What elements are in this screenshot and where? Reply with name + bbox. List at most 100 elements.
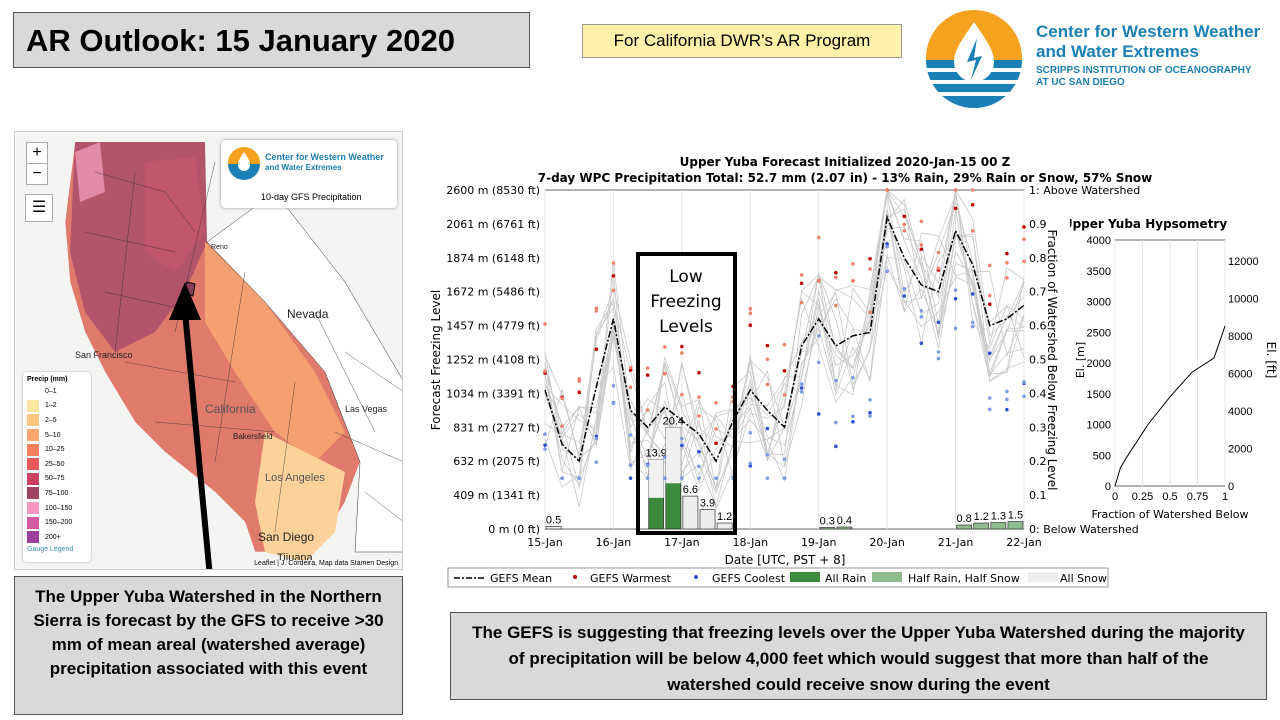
warm-point — [714, 441, 718, 446]
warm-point — [936, 266, 941, 271]
left-note: The Upper Yuba Watershed in the Northern… — [14, 576, 403, 715]
warm-point — [748, 311, 753, 315]
legend-swatch — [27, 385, 39, 398]
hyps-y-tick: 1000 — [1087, 420, 1111, 432]
hyps-y-right-tick: 8000 — [1228, 331, 1252, 343]
cool-point — [714, 476, 718, 480]
cool-point — [577, 476, 582, 480]
legend-swatch — [27, 458, 39, 471]
legend-swatch — [27, 429, 39, 442]
logo-line2: and Water Extremes — [1036, 42, 1199, 61]
plot-area — [544, 189, 1025, 530]
cool-point — [868, 414, 872, 418]
cool-point — [697, 476, 701, 480]
legend-swatch — [27, 399, 39, 412]
annotation-bg — [640, 256, 733, 344]
annotation-line2: Freezing — [650, 292, 721, 312]
warm-point — [782, 369, 787, 373]
cw3e-logo-icon — [926, 10, 1022, 108]
cool-point — [611, 401, 616, 406]
legend-item: 100–150 — [27, 501, 87, 516]
warm-point — [543, 322, 547, 326]
hyps-y-right-tick: 2000 — [1228, 444, 1252, 456]
map-attribution[interactable]: Leaflet | J. Cordeira, Map data Stamen D… — [254, 560, 398, 567]
cool-point — [816, 334, 821, 338]
cool-point — [816, 360, 821, 365]
ensemble-line — [544, 188, 1025, 511]
legend-all-snow: All Snow — [1060, 572, 1107, 585]
warm-point — [851, 278, 855, 283]
hyps-y-tick: 2500 — [1087, 327, 1111, 339]
cool-point — [680, 443, 684, 448]
zoom-in-button[interactable]: + — [26, 142, 48, 164]
map-canvas — [64, 141, 402, 569]
cool-point — [680, 436, 684, 441]
legend-item: 75–100 — [27, 486, 87, 501]
warm-point — [902, 228, 907, 233]
zoom-out-button[interactable]: − — [26, 163, 48, 185]
warm-point — [953, 206, 958, 211]
legend-half: Half Rain, Half Snow — [908, 572, 1020, 585]
x-tick-label: 20-Jan — [869, 536, 905, 549]
precip-bar — [699, 509, 716, 530]
cool-point — [936, 320, 941, 325]
y-tick-label: 1672 m (5486 ft) — [446, 286, 540, 299]
cool-point — [765, 453, 770, 457]
chart-subtitle: 7-day WPC Precipitation Total: 52.7 mm (… — [538, 171, 1153, 185]
cool-point — [885, 241, 889, 246]
arrow-icon — [169, 282, 201, 320]
warm-point — [953, 188, 958, 192]
legend-item: 25–50 — [27, 457, 87, 472]
y-right-tick-label: 0.4 — [1029, 387, 1047, 400]
y-tick-label: 409 m (1341 ft) — [453, 489, 540, 502]
warm-point — [868, 267, 872, 271]
y-right-tick-label: 0.3 — [1029, 421, 1047, 434]
x-tick-label: 16-Jan — [596, 536, 632, 549]
precip-bar — [682, 495, 699, 530]
legend-swatch — [27, 516, 39, 529]
cool-point — [765, 476, 770, 480]
legend-snow-swatch — [1028, 572, 1058, 582]
warm-point — [902, 214, 907, 219]
precip-map[interactable]: + − ☰ Center for Western Weather and Wate… — [14, 131, 403, 570]
legend-warmest: GEFS Warmest — [590, 572, 672, 585]
bar-label: 0.5 — [546, 515, 561, 527]
cool-point — [697, 449, 701, 454]
x-axis-label: Date [UTC, PST + 8] — [725, 553, 846, 567]
warm-point — [714, 401, 718, 405]
cool-point — [628, 476, 633, 480]
bar-label: 0.4 — [837, 515, 852, 527]
legend-swatch — [27, 487, 39, 500]
bar-label: 0.8 — [956, 513, 971, 525]
hyps-y-right-tick: 10000 — [1228, 294, 1259, 306]
ensemble-line — [544, 212, 1025, 488]
warm-point — [628, 385, 633, 389]
cool-point — [987, 407, 992, 412]
warm-point — [680, 351, 684, 355]
label-la: Los Angeles — [265, 472, 325, 484]
ensemble-line — [544, 194, 1025, 491]
cool-point — [662, 455, 667, 460]
warm-point — [765, 382, 770, 387]
precip-bar — [716, 522, 733, 530]
legend-coolest: GEFS Coolest — [712, 572, 786, 585]
cool-point — [970, 320, 975, 325]
cool-point — [543, 432, 547, 436]
layers-icon[interactable]: ☰ — [25, 194, 53, 222]
card-line1: Center for Western Weather — [265, 152, 384, 162]
warm-point — [782, 393, 787, 397]
gauge-legend-link[interactable]: Gauge Legend — [27, 545, 74, 553]
label-california: California — [205, 402, 256, 416]
hyps-y-tick: 4000 — [1087, 235, 1111, 247]
warm-point — [543, 369, 547, 373]
warm-point — [645, 373, 650, 377]
hyps-xlabel: Fraction of Watershed Below — [1091, 508, 1248, 521]
hyps-y-right-tick: 4000 — [1228, 406, 1252, 418]
hyps-y-tick: 500 — [1093, 450, 1111, 462]
legend-item: 0–1 — [27, 384, 87, 399]
cool-point — [851, 419, 855, 424]
cool-point — [919, 315, 924, 319]
hyps-y-tick: 2000 — [1087, 358, 1111, 370]
y-tick-label: 1252 m (4108 ft) — [446, 354, 540, 367]
cool-point — [851, 375, 855, 380]
